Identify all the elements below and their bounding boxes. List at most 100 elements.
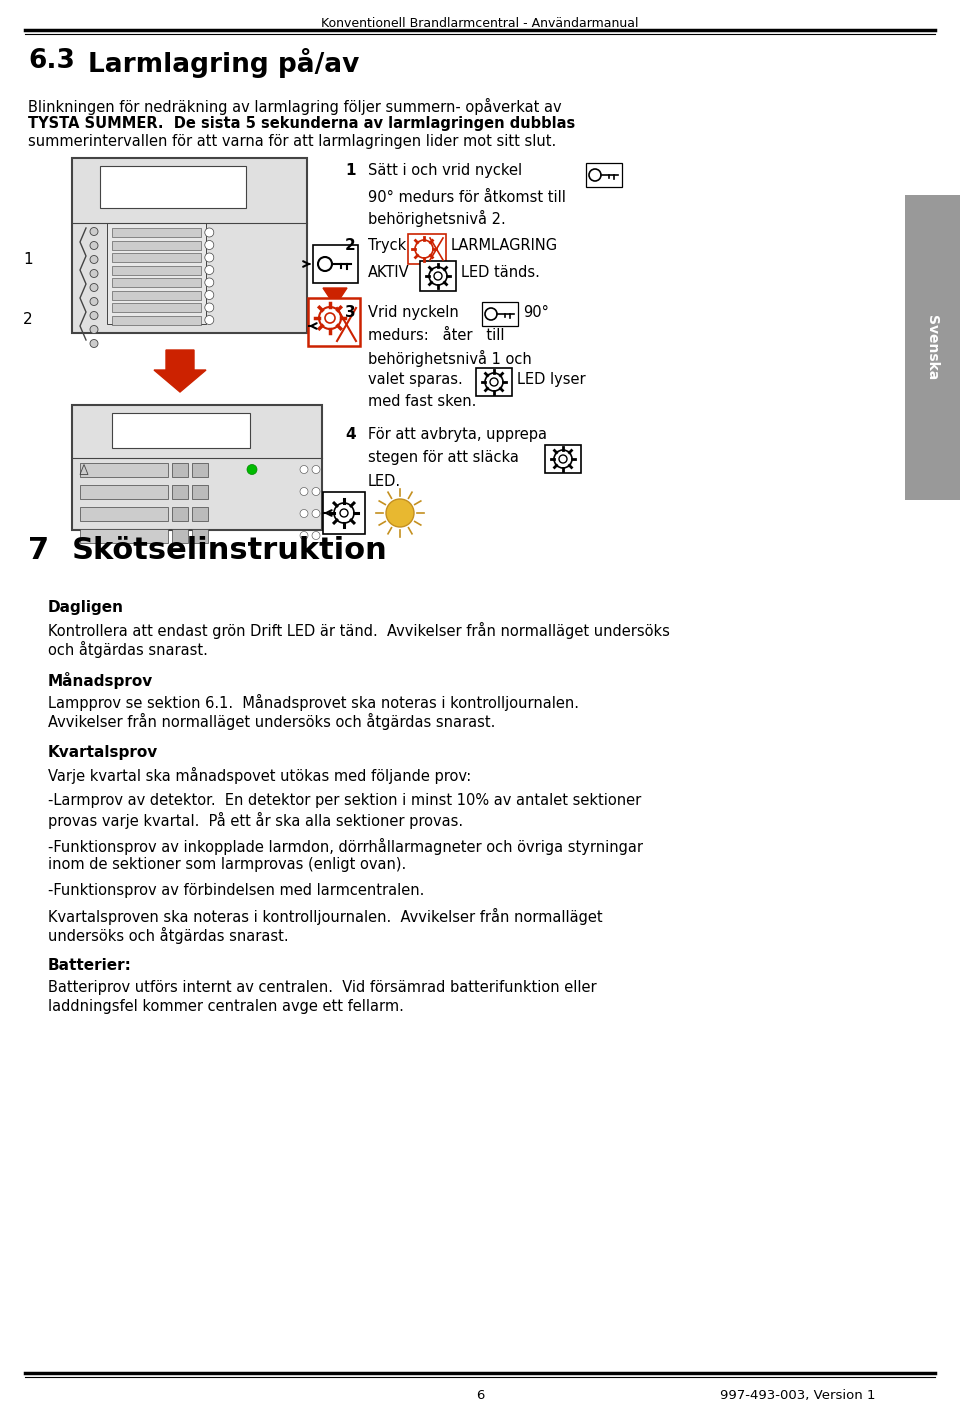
FancyBboxPatch shape: [172, 506, 187, 520]
Text: Kvartalsprov: Kvartalsprov: [48, 745, 158, 760]
Text: stegen för att släcka: stegen för att släcka: [368, 450, 518, 465]
FancyBboxPatch shape: [112, 240, 202, 250]
FancyBboxPatch shape: [586, 163, 622, 187]
Circle shape: [90, 228, 98, 236]
Text: 90° medurs för åtkomst till: 90° medurs för åtkomst till: [368, 190, 565, 205]
Text: LED lyser: LED lyser: [517, 372, 586, 386]
Text: -Funktionsprov av inkopplade larmdon, dörrhållarmagneter och övriga styrningar: -Funktionsprov av inkopplade larmdon, dö…: [48, 837, 643, 856]
FancyBboxPatch shape: [112, 278, 202, 287]
Circle shape: [204, 291, 214, 299]
Text: med fast sken.: med fast sken.: [368, 393, 476, 409]
FancyBboxPatch shape: [112, 303, 202, 312]
Text: summerintervallen för att varna för att larmlagringen lider mot sitt slut.: summerintervallen för att varna för att …: [28, 133, 556, 149]
FancyBboxPatch shape: [545, 445, 581, 473]
Text: Konventionell Brandlarmcentral - Användarmanual: Konventionell Brandlarmcentral - Använda…: [322, 17, 638, 30]
Circle shape: [90, 242, 98, 250]
Text: 2: 2: [345, 237, 356, 253]
FancyArrow shape: [154, 350, 206, 392]
FancyBboxPatch shape: [191, 485, 207, 499]
Text: Vrid nyckeln: Vrid nyckeln: [368, 305, 459, 320]
FancyBboxPatch shape: [420, 261, 456, 291]
Polygon shape: [323, 288, 347, 306]
Circle shape: [90, 284, 98, 291]
Circle shape: [90, 298, 98, 305]
Circle shape: [90, 326, 98, 333]
Text: Batterier:: Batterier:: [48, 958, 132, 974]
Circle shape: [312, 488, 320, 496]
Text: 7: 7: [28, 535, 49, 565]
Text: Tryck: Tryck: [368, 237, 406, 253]
Text: behörighetsnivå 2.: behörighetsnivå 2.: [368, 209, 506, 228]
Circle shape: [204, 316, 214, 325]
Circle shape: [204, 240, 214, 250]
Text: Blinkningen för nedräkning av larmlagring följer summern- opåverkat av: Blinkningen för nedräkning av larmlagrin…: [28, 98, 562, 115]
Circle shape: [300, 531, 308, 540]
Text: valet sparas.: valet sparas.: [368, 372, 463, 386]
Text: 997-493-003, Version 1: 997-493-003, Version 1: [720, 1390, 876, 1402]
FancyBboxPatch shape: [323, 492, 365, 534]
FancyBboxPatch shape: [313, 244, 358, 282]
Circle shape: [300, 465, 308, 473]
FancyBboxPatch shape: [905, 195, 960, 500]
FancyBboxPatch shape: [107, 223, 205, 325]
Text: AKTIV: AKTIV: [368, 266, 410, 280]
Text: Avvikelser från normalläget undersöks och åtgärdas snarast.: Avvikelser från normalläget undersöks oc…: [48, 712, 495, 731]
FancyBboxPatch shape: [172, 485, 187, 499]
Text: TYSTA SUMMER.  De sista 5 sekunderna av larmlagringen dubblas: TYSTA SUMMER. De sista 5 sekunderna av l…: [28, 117, 575, 131]
Text: Dagligen: Dagligen: [48, 600, 124, 615]
Circle shape: [312, 510, 320, 517]
FancyBboxPatch shape: [112, 291, 202, 299]
Text: 90°: 90°: [523, 305, 549, 320]
Text: 1: 1: [23, 253, 33, 267]
Circle shape: [204, 303, 214, 312]
Text: -Funktionsprov av förbindelsen med larmcentralen.: -Funktionsprov av förbindelsen med larmc…: [48, 882, 424, 898]
Text: 2: 2: [23, 312, 33, 327]
Text: medurs:   åter   till: medurs: åter till: [368, 327, 505, 343]
FancyBboxPatch shape: [112, 266, 202, 274]
Text: och åtgärdas snarast.: och åtgärdas snarast.: [48, 641, 208, 658]
Circle shape: [204, 253, 214, 261]
FancyBboxPatch shape: [476, 368, 512, 396]
Text: undersöks och åtgärdas snarast.: undersöks och åtgärdas snarast.: [48, 927, 289, 944]
Text: Varje kvartal ska månadspovet utökas med följande prov:: Varje kvartal ska månadspovet utökas med…: [48, 767, 471, 784]
Text: Sätt i och vrid nyckel: Sätt i och vrid nyckel: [368, 163, 522, 178]
FancyBboxPatch shape: [112, 413, 250, 448]
Text: 6: 6: [476, 1390, 484, 1402]
Circle shape: [247, 465, 257, 475]
Circle shape: [312, 465, 320, 473]
Circle shape: [386, 499, 414, 527]
Text: Svenska: Svenska: [925, 315, 939, 381]
FancyBboxPatch shape: [112, 253, 202, 261]
Text: För att avbryta, upprepa: För att avbryta, upprepa: [368, 427, 547, 443]
FancyBboxPatch shape: [172, 462, 187, 476]
Circle shape: [300, 510, 308, 517]
Text: laddningsfel kommer centralen avge ett fellarm.: laddningsfel kommer centralen avge ett f…: [48, 999, 404, 1014]
FancyBboxPatch shape: [72, 157, 307, 333]
FancyBboxPatch shape: [72, 405, 322, 530]
Text: LED tänds.: LED tänds.: [461, 266, 540, 280]
Circle shape: [90, 312, 98, 319]
Circle shape: [90, 256, 98, 264]
FancyBboxPatch shape: [191, 528, 207, 542]
FancyBboxPatch shape: [100, 166, 246, 208]
FancyBboxPatch shape: [172, 528, 187, 542]
Circle shape: [90, 340, 98, 347]
Text: Kontrollera att endast grön Drift LED är tänd.  Avvikelser från normalläget unde: Kontrollera att endast grön Drift LED är…: [48, 622, 670, 639]
Text: Batteriprov utförs internt av centralen.  Vid försämrad batterifunktion eller: Batteriprov utförs internt av centralen.…: [48, 981, 596, 995]
Text: 4: 4: [345, 427, 355, 443]
FancyBboxPatch shape: [80, 462, 167, 476]
Circle shape: [300, 488, 308, 496]
FancyBboxPatch shape: [112, 316, 202, 325]
Text: -Larmprov av detektor.  En detektor per sektion i minst 10% av antalet sektioner: -Larmprov av detektor. En detektor per s…: [48, 792, 641, 808]
Text: Månadsprov: Månadsprov: [48, 672, 154, 688]
FancyBboxPatch shape: [80, 506, 167, 520]
Text: Kvartalsproven ska noteras i kontrolljournalen.  Avvikelser från normalläget: Kvartalsproven ska noteras i kontrolljou…: [48, 908, 603, 924]
FancyBboxPatch shape: [191, 506, 207, 520]
Text: inom de sektioner som larmprovas (enligt ovan).: inom de sektioner som larmprovas (enligt…: [48, 857, 406, 873]
FancyBboxPatch shape: [482, 302, 518, 326]
Circle shape: [90, 270, 98, 278]
Circle shape: [312, 531, 320, 540]
Text: 1: 1: [345, 163, 355, 178]
Text: 6.3: 6.3: [28, 48, 75, 74]
FancyBboxPatch shape: [112, 228, 202, 237]
